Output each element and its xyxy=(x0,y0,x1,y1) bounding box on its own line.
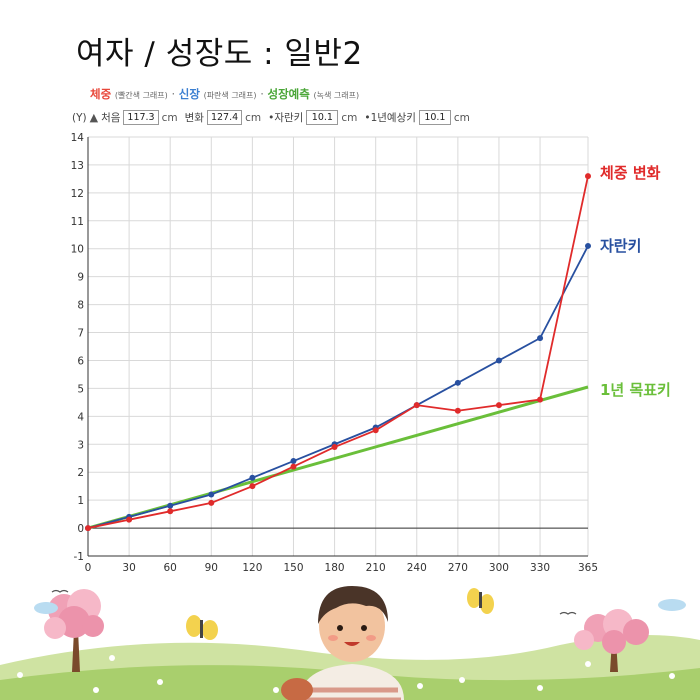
bird-icon xyxy=(559,611,577,615)
legend-weight: 체중 xyxy=(90,87,112,101)
y-tick-label: 5 xyxy=(77,383,84,395)
x-tick-label: 270 xyxy=(448,562,468,574)
blossom-tree-icon xyxy=(574,609,649,672)
cloud-icon xyxy=(34,602,58,614)
legend-height-note: (파란색 그래프) xyxy=(203,91,257,100)
y-tick-label: 6 xyxy=(77,355,84,367)
child-illustration xyxy=(281,586,404,700)
x-tick-label: 90 xyxy=(205,562,218,574)
measurement-info: (Y) ▲ 처음 117.3 cm 변화 127.4 cm •자란키 10.1 … xyxy=(72,110,474,125)
weight-data-point xyxy=(495,402,502,409)
change-label: 변화 xyxy=(184,112,204,124)
weight-data-point xyxy=(208,499,215,506)
blossom-tree-icon xyxy=(44,589,104,672)
x-tick-label: 240 xyxy=(407,562,427,574)
legend-growth-note: (녹색 그래프) xyxy=(313,91,360,100)
height-data-point xyxy=(290,458,297,465)
weight-data-point xyxy=(85,525,91,532)
weight-data-point xyxy=(454,407,461,414)
legend-height: 신장 xyxy=(178,87,200,101)
predict-label: •1년예상키 xyxy=(364,112,416,124)
legend-growth: 성장예측 xyxy=(267,87,310,101)
x-tick-label: 120 xyxy=(242,562,262,574)
start-value-field: 117.3 xyxy=(123,110,159,125)
height-data-point xyxy=(585,242,591,249)
legend-weight-note: (빨간색 그래프) xyxy=(114,91,168,100)
y-tick-label: 12 xyxy=(71,188,84,200)
y-tick-label: 13 xyxy=(71,160,84,172)
unit-label: cm xyxy=(245,111,262,124)
x-tick-label: 30 xyxy=(122,562,135,574)
y-tick-label: -1 xyxy=(74,551,84,563)
y-tick-label: 10 xyxy=(71,244,84,256)
weight-series-label: 체중 변화 xyxy=(600,164,661,182)
weight-data-point xyxy=(167,508,174,515)
grown-value-field: 10.1 xyxy=(306,110,339,125)
start-label: 처음 xyxy=(101,112,121,124)
weight-data-point xyxy=(290,463,297,470)
x-tick-label: 60 xyxy=(164,562,177,574)
grown-label: •자란키 xyxy=(268,112,304,124)
flower-icon xyxy=(17,655,675,693)
unit-label: cm xyxy=(453,111,470,124)
y-tick-label: 11 xyxy=(71,216,84,228)
height-series-label: 자란키 xyxy=(600,237,641,255)
chart-legend: 체중 (빨간색 그래프) · 신장 (파란색 그래프) · 성장예측 (녹색 그… xyxy=(90,86,359,102)
y-tick-label: 9 xyxy=(77,272,84,284)
y-tick-label: 0 xyxy=(77,523,84,535)
butterfly-icon xyxy=(467,588,494,614)
x-tick-label: 0 xyxy=(85,562,92,574)
legend-separator: · xyxy=(260,87,264,101)
y-tick-label: 14 xyxy=(71,132,85,144)
height-series-line xyxy=(87,245,589,529)
weight-data-point xyxy=(126,516,133,523)
x-tick-label: 150 xyxy=(283,562,303,574)
x-tick-label: 365 xyxy=(578,562,598,574)
target-series-label: 1년 목표키 xyxy=(600,381,671,399)
height-data-point xyxy=(208,491,215,498)
legend-separator: · xyxy=(171,87,176,101)
unit-label: cm xyxy=(161,111,178,124)
height-data-point xyxy=(167,502,174,509)
bird-icon xyxy=(51,589,69,593)
y-tick-label: 2 xyxy=(77,467,84,479)
height-data-point xyxy=(495,357,502,364)
y-tick-label: 7 xyxy=(77,328,84,340)
y-tick-label: 3 xyxy=(77,439,84,451)
x-tick-label: 330 xyxy=(530,562,550,574)
up-arrow-icon: ▲ xyxy=(89,111,99,124)
height-data-point xyxy=(454,379,461,386)
y-tick-label: 4 xyxy=(77,411,84,423)
weight-data-point xyxy=(413,402,420,409)
height-data-point xyxy=(537,335,544,342)
page-title: 여자 / 성장도 : 일반2 xyxy=(76,36,363,72)
x-tick-label: 210 xyxy=(366,562,386,574)
predict-value-field: 10.1 xyxy=(418,110,451,125)
x-tick-label: 180 xyxy=(325,562,345,574)
unit-label: cm xyxy=(341,111,358,124)
weight-data-point xyxy=(331,444,338,451)
y-tick-label: 8 xyxy=(77,300,84,312)
y-unit-label: (Y) xyxy=(72,111,87,124)
weight-data-point xyxy=(585,173,591,180)
change-value-field: 127.4 xyxy=(206,110,243,125)
x-tick-label: 300 xyxy=(489,562,509,574)
y-tick-label: 1 xyxy=(77,495,84,507)
weight-data-point xyxy=(372,427,379,434)
cloud-icon xyxy=(658,599,686,611)
height-data-point xyxy=(249,474,256,481)
weight-data-point xyxy=(249,483,256,490)
butterfly-icon xyxy=(186,615,218,640)
weight-data-point xyxy=(537,396,544,403)
